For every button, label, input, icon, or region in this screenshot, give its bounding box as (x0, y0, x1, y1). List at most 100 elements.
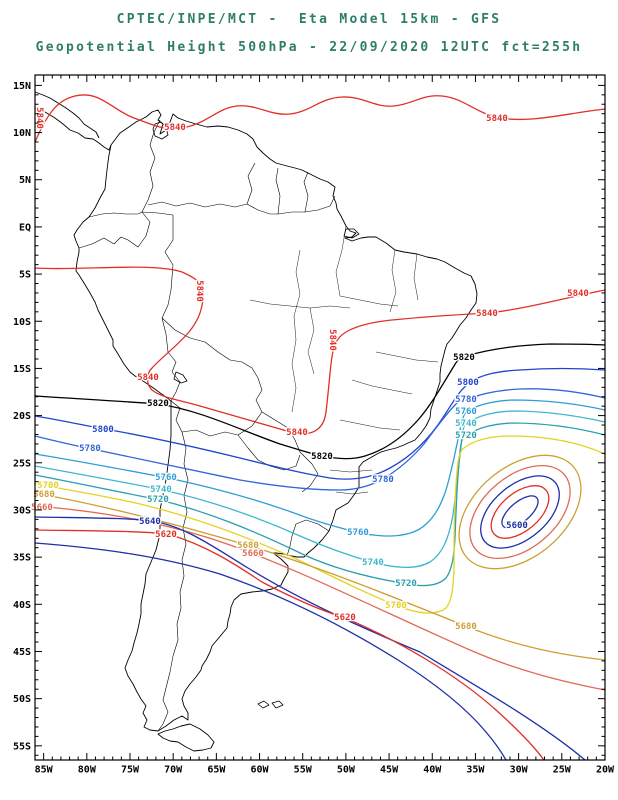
lon-axis-label: 60W (251, 765, 270, 776)
contour-value-label: 5760 (347, 528, 369, 538)
contour-line (34, 542, 507, 761)
lat-axis-label: 15N (13, 81, 31, 92)
contour-value-label: 5780 (372, 475, 394, 485)
contour-line (34, 492, 606, 661)
contour-value-label: 5820 (147, 399, 169, 409)
lat-axis-label: 40S (13, 600, 31, 611)
contour-line (34, 410, 606, 569)
lon-axis-label: 50W (337, 765, 356, 776)
contour-value-label: 5680 (455, 622, 477, 632)
state-borders (249, 225, 439, 495)
tierra-del-fuego (157, 723, 215, 752)
contour-value-label: 5840 (476, 309, 498, 319)
contour-value-label: 5620 (155, 530, 177, 540)
lat-axis-label: 55S (13, 741, 31, 752)
contour-value-label: 5840 (34, 107, 44, 129)
contour-value-label: 5780 (455, 395, 477, 405)
contour-value-label: 5800 (457, 378, 479, 388)
lon-axis-label: 70W (164, 765, 183, 776)
contour-layer (34, 94, 606, 761)
lat-axis-label: 15S (13, 364, 31, 375)
contour-line (34, 505, 606, 691)
contour-line (34, 266, 606, 435)
country-borders (78, 119, 336, 732)
contour-value-label: 5740 (455, 419, 477, 429)
lat-axis-label: 10S (13, 317, 31, 328)
contour-value-label: 5760 (455, 407, 477, 417)
contour-value-label: 5720 (395, 579, 417, 589)
contour-line (34, 516, 586, 761)
lon-axis-label: 75W (121, 765, 140, 776)
lon-axis-label: 85W (35, 765, 54, 776)
contour-value-label: 5740 (362, 558, 384, 568)
contour-value-label: 5840 (137, 373, 159, 383)
contour-value-label: 5780 (79, 444, 101, 454)
contour-ring (480, 475, 560, 549)
contour-labels-layer: 5840 5840 5840 5840 5840 5840 5840 5840 5840 5820… (30, 106, 590, 633)
contour-value-label: 5840 (194, 280, 204, 302)
contour-value-label: 5660 (242, 549, 264, 559)
contour-line (34, 399, 606, 537)
contour-value-label: 5720 (455, 431, 477, 441)
contour-value-label: 5840 (327, 329, 337, 351)
tick-marks (35, 75, 605, 760)
frame-border (34, 74, 606, 761)
contour-value-label: 5820 (453, 353, 475, 363)
lon-axis-label: 80W (78, 765, 97, 776)
lon-axis-label: 25W (553, 765, 572, 776)
map-frame (34, 74, 606, 761)
lat-axis-label: 45S (13, 647, 31, 658)
lat-axis-label: 20S (13, 411, 31, 422)
contour-line (34, 422, 606, 587)
contour-value-label: 5800 (92, 425, 114, 435)
contour-value-label: 5620 (334, 613, 356, 623)
axis-labels-layer: 15N 10N 5N EQ 5S 10S 15S 20S 25S 30S 35S 40S 45S 50S 5… (13, 81, 615, 776)
contour-ring (469, 464, 571, 560)
lat-axis-label: 5N (19, 175, 31, 186)
title-line-1: CPTEC/INPE/MCT - Eta Model 15km - GFS (116, 12, 502, 27)
lat-axis-label: 35S (13, 553, 31, 564)
title-line-2: Geopotential Height 500hPa - 22/09/2020 … (35, 40, 583, 55)
contour-value-label: 5840 (286, 428, 308, 438)
lon-axis-label: 30W (510, 765, 529, 776)
lat-axis-label: EQ (19, 222, 31, 233)
contour-value-label: 5760 (155, 473, 177, 483)
chart-header: CPTEC/INPE/MCT - Eta Model 15km - GFS Ge… (0, 6, 618, 62)
contour-value-label: 5840 (567, 289, 589, 299)
islands-and-lakes (152, 121, 360, 709)
contour-ring (458, 454, 582, 570)
contour-value-label: 5680 (237, 541, 259, 551)
lat-axis-label: 25S (13, 458, 31, 469)
contour-value-label: 5660 (31, 503, 53, 513)
lon-axis-label: 55W (294, 765, 313, 776)
contour-line (34, 94, 606, 143)
lat-axis-label: 10N (13, 128, 31, 139)
contour-line (34, 367, 606, 480)
lon-axis-label: 20W (596, 765, 615, 776)
contour-line (34, 388, 606, 491)
contour-value-label: 5720 (147, 495, 169, 505)
contour-value-label: 5840 (164, 123, 186, 133)
contour-value-label: 5840 (486, 114, 508, 124)
contour-value-label: 5700 (37, 481, 59, 491)
contour-value-label: 5600 (506, 521, 528, 531)
lat-axis-label: 5S (19, 270, 31, 281)
lon-axis-label: 40W (423, 765, 442, 776)
contour-ring (490, 485, 550, 539)
contour-value-label: 5640 (139, 517, 161, 527)
contour-line (34, 343, 606, 460)
contour-value-label: 5700 (385, 601, 407, 611)
lon-axis-label: 45W (380, 765, 399, 776)
contour-ring (501, 495, 539, 529)
coastline-central-america (34, 91, 112, 151)
contour-value-label: 5820 (311, 452, 333, 462)
contour-value-label: 5680 (33, 490, 55, 500)
lat-axis-label: 50S (13, 694, 31, 705)
lon-axis-label: 35W (466, 765, 485, 776)
contour-line (34, 435, 606, 614)
lon-axis-label: 65W (207, 765, 226, 776)
contour-line (34, 529, 545, 761)
lat-axis-label: 30S (13, 505, 31, 516)
